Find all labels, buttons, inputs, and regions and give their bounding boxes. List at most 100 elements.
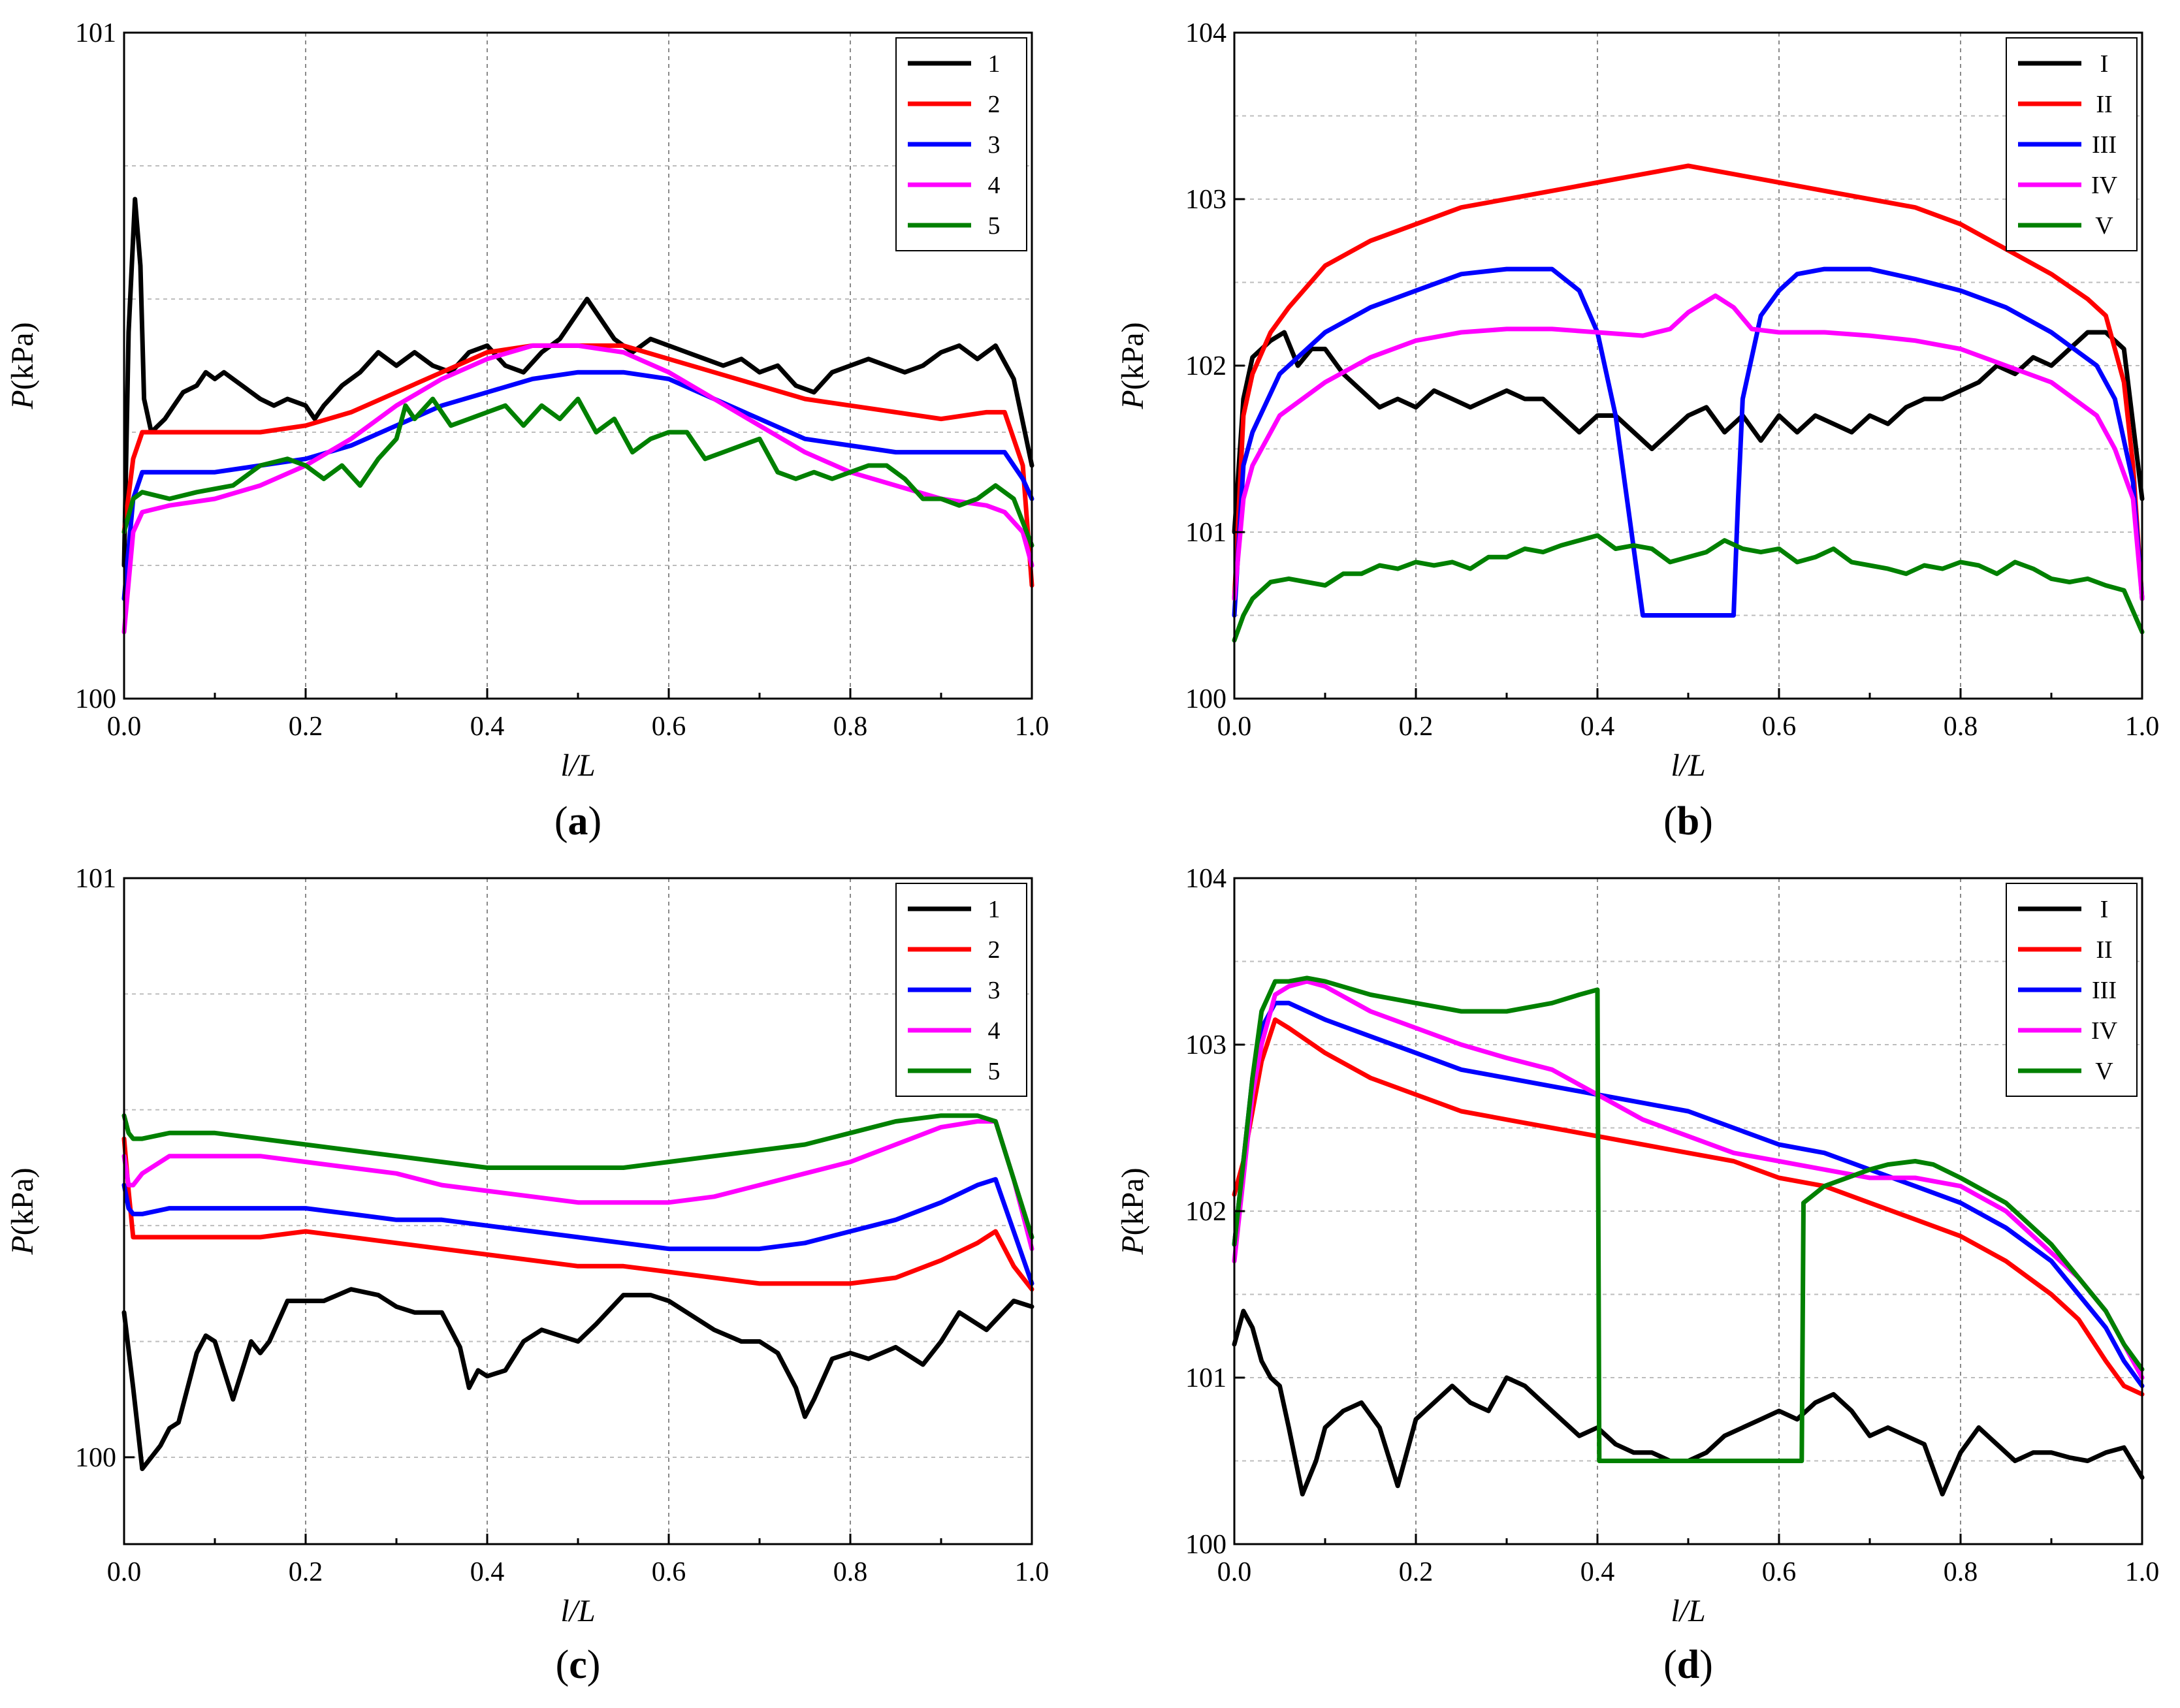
y-axis-title-symbol: P <box>1115 1235 1150 1255</box>
x-tick-label: 0.6 <box>652 1557 686 1587</box>
series-line <box>121 197 1034 568</box>
chart-panel: 0.0 0.2 0.4 0.6 0.8 1.0 100 101 102 103 104 l/L P(kP… <box>1115 18 2159 844</box>
legend-label: 1 <box>988 896 1001 923</box>
series-line <box>121 396 1034 548</box>
panel-label-letter: a <box>568 799 588 844</box>
x-tick-label: 0.8 <box>833 1557 868 1587</box>
x-tick-label: 0.0 <box>107 1557 142 1587</box>
y-axis-title: P(kPa) <box>5 322 40 409</box>
y-axis-title-unit: (kPa) <box>1115 1167 1150 1235</box>
x-axis-title: l/L <box>560 748 595 783</box>
legend-label: 5 <box>988 1058 1001 1085</box>
legend-label: 3 <box>988 977 1001 1004</box>
legend-label: II <box>2096 936 2112 964</box>
panel-label-letter: d <box>1677 1643 1699 1687</box>
series-line <box>1232 975 2145 1463</box>
legend-label: I <box>2100 896 2109 923</box>
legend-label: V <box>2095 212 2113 240</box>
panel-label-close: ) <box>588 799 602 844</box>
y-tick-label: 100 <box>1185 684 1226 714</box>
x-tick-label: 0.2 <box>1399 1557 1434 1587</box>
series-line <box>121 1287 1034 1472</box>
y-tick-label: 104 <box>1185 18 1226 48</box>
x-tick-label: 0.2 <box>289 712 323 742</box>
x-tick-label: 0.0 <box>107 712 142 742</box>
series-line <box>1232 979 2145 1380</box>
panel-label-letter: c <box>569 1643 587 1687</box>
panel-label-open: ( <box>1663 1643 1677 1687</box>
y-tick-label: 104 <box>1185 864 1226 894</box>
panel-label: (b) <box>1663 799 1713 844</box>
x-tick-label: 0.6 <box>652 712 686 742</box>
legend-label: IV <box>2091 1017 2118 1045</box>
y-tick-label: 101 <box>75 864 116 894</box>
y-tick-label: 101 <box>75 18 116 48</box>
panel-label: (a) <box>554 799 601 844</box>
series-line <box>121 1113 1034 1240</box>
panel-label: (d) <box>1663 1643 1713 1687</box>
x-tick-label: 0.8 <box>1944 1557 1978 1587</box>
y-axis-title: P(kPa) <box>5 1167 40 1255</box>
x-axis-title: l/L <box>1671 1594 1705 1628</box>
x-tick-label: 0.0 <box>1217 712 1252 742</box>
series-line <box>1232 163 2145 601</box>
y-axis-title: P(kPa) <box>1115 1167 1150 1255</box>
panel-label-open: ( <box>554 799 568 844</box>
y-tick-label: 101 <box>1185 518 1226 548</box>
y-tick-label: 101 <box>1185 1363 1226 1393</box>
legend-label: V <box>2095 1058 2113 1085</box>
x-tick-label: 0.8 <box>1944 712 1978 742</box>
legend-label: 2 <box>988 91 1001 118</box>
series-line <box>121 1119 1034 1252</box>
y-tick-label: 100 <box>75 1443 116 1473</box>
legend-label: 1 <box>988 50 1001 78</box>
panel-label-close: ) <box>1699 799 1713 844</box>
x-tick-label: 0.4 <box>470 712 505 742</box>
x-tick-label: 0.4 <box>470 1557 505 1587</box>
chart-panel: 0.0 0.2 0.4 0.6 0.8 1.0 100 101 102 103 104 l/L P(kP… <box>1115 864 2159 1687</box>
panel-label-close: ) <box>1699 1643 1713 1687</box>
series-line <box>121 370 1034 601</box>
x-tick-label: 1.0 <box>1015 712 1050 742</box>
y-tick-label: 102 <box>1185 351 1226 381</box>
x-tick-label: 0.6 <box>1762 712 1797 742</box>
series-line <box>1232 1017 2145 1397</box>
series-line <box>1232 533 2145 643</box>
y-axis-title-unit: (kPa) <box>5 1167 40 1235</box>
legend-label: 3 <box>988 131 1001 159</box>
legend-label: I <box>2100 50 2109 78</box>
y-axis-title-unit: (kPa) <box>5 322 40 390</box>
legend-label: 2 <box>988 936 1001 964</box>
series-line <box>1232 1000 2145 1389</box>
x-tick-label: 1.0 <box>1015 1557 1050 1587</box>
legend-label: IV <box>2091 172 2118 199</box>
series-line <box>1232 1308 2145 1496</box>
panel-label: (c) <box>556 1643 601 1687</box>
legend-label: III <box>2092 977 2117 1004</box>
y-axis-title-unit: (kPa) <box>1115 322 1150 390</box>
x-tick-label: 1.0 <box>2125 712 2160 742</box>
x-axis-title: l/L <box>1671 748 1705 783</box>
chart-panel: 0.0 0.2 0.4 0.6 0.8 1.0 100 101 l/L P(kPa) 1 2 3 4 5 (a… <box>5 18 1049 844</box>
panel-label-open: ( <box>556 1643 569 1687</box>
legend: 1 2 3 4 5 <box>895 883 1027 1097</box>
panel-label-close: ) <box>587 1643 601 1687</box>
y-tick-label: 103 <box>1185 1030 1226 1060</box>
y-axis-title-symbol: P <box>5 1235 40 1255</box>
series-line <box>1232 266 2145 618</box>
y-tick-label: 102 <box>1185 1197 1226 1227</box>
y-tick-label: 100 <box>75 684 116 714</box>
x-tick-label: 0.8 <box>833 712 868 742</box>
x-tick-label: 0.4 <box>1580 1557 1615 1587</box>
y-tick-label: 100 <box>1185 1530 1226 1560</box>
x-axis-title: l/L <box>560 1594 595 1628</box>
legend-label: II <box>2096 91 2112 118</box>
chart-panel: 0.0 0.2 0.4 0.6 0.8 1.0 100 101 l/L P(kPa) 1 2 3 4 5 (c… <box>5 864 1049 1687</box>
legend: 1 2 3 4 5 <box>895 37 1027 251</box>
x-tick-label: 0.0 <box>1217 1557 1252 1587</box>
legend-label: 5 <box>988 212 1001 240</box>
